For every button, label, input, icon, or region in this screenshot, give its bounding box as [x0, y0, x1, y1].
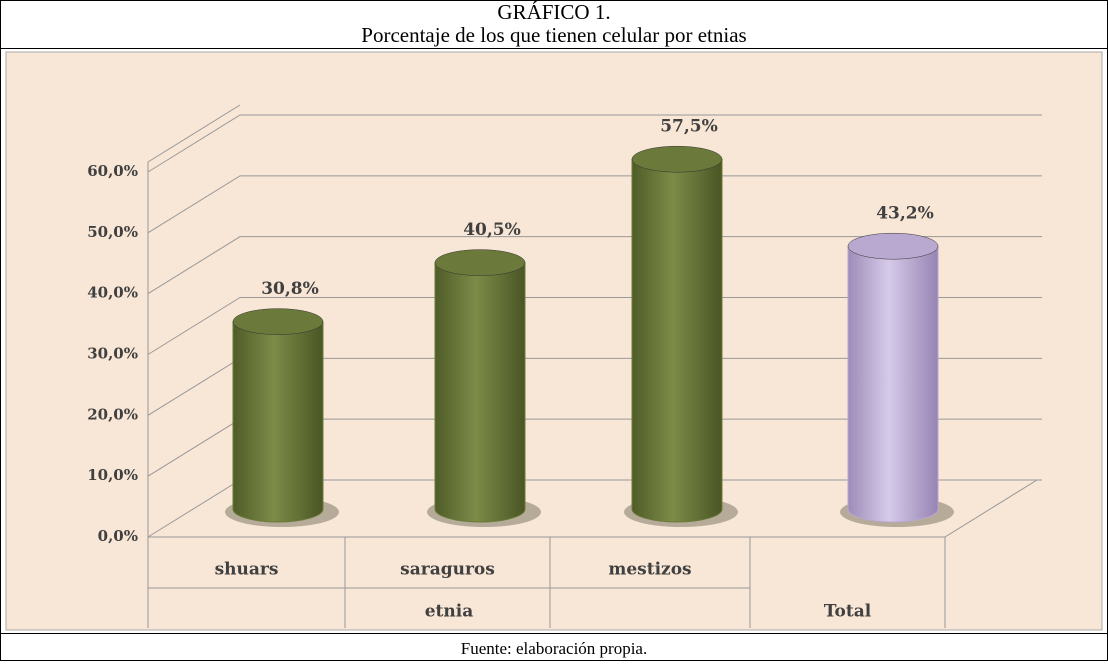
bar: [631, 158, 723, 523]
y-tick-label: 20,0%: [87, 405, 138, 423]
y-tick-label: 0,0%: [98, 527, 138, 545]
grid-line: [147, 297, 1042, 355]
grid-line: [147, 175, 1042, 234]
bar: [434, 262, 526, 523]
chart-subtitle: Porcentaje de los que tienen celular por…: [361, 23, 746, 47]
group-label: etnia: [425, 602, 474, 622]
data-label: 57,5%: [660, 117, 718, 137]
bar: [232, 321, 324, 523]
chart-title: GRÁFICO 1.: [497, 0, 610, 24]
bar-top: [631, 145, 723, 173]
y-tick-label: 40,0%: [87, 284, 138, 302]
y-tick-label: 60,0%: [87, 162, 138, 180]
x-tick-label: mestizos: [608, 560, 691, 580]
bar-top: [232, 308, 324, 335]
y-tick-label: 10,0%: [87, 466, 138, 484]
data-label: 30,8%: [261, 279, 319, 299]
grid-line: [147, 114, 1042, 173]
axis-wall: [147, 104, 241, 537]
bar: [847, 245, 939, 523]
x-tick-label: saraguros: [400, 560, 495, 580]
data-label: 43,2%: [876, 204, 934, 224]
x-tick-label: shuars: [215, 560, 279, 580]
group-label: Total: [824, 602, 872, 622]
grid-line: [147, 236, 1042, 295]
data-label: 40,5%: [463, 220, 521, 240]
source-note: Fuente: elaboración propia.: [461, 639, 647, 658]
y-tick-label: 50,0%: [87, 223, 138, 241]
bar-top: [434, 249, 526, 276]
bar-top: [847, 232, 939, 260]
y-tick-label: 30,0%: [87, 345, 138, 363]
